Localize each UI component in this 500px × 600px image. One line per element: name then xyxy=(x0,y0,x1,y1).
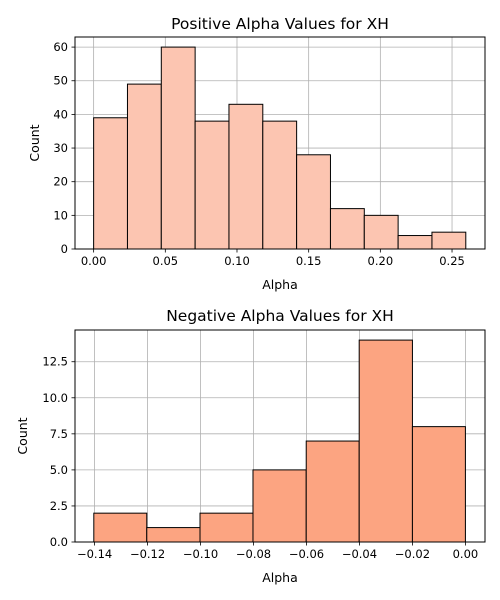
histogram-bar xyxy=(199,512,254,543)
x-tick-label: 0.00 xyxy=(81,254,107,268)
y-tick-label: 0.0 xyxy=(50,535,68,549)
y-tick-label: 2.5 xyxy=(50,499,68,513)
negative-alpha-histogram: Negative Alpha Values for XH −0.14 −0.12 −… xyxy=(15,307,486,585)
y-tick-label: 7.5 xyxy=(50,427,68,441)
y-tick-label: 5.0 xyxy=(50,463,68,477)
histogram-bar xyxy=(411,426,466,543)
plot-frame xyxy=(74,329,486,543)
x-tick-label: −0.06 xyxy=(289,547,324,561)
histogram-bar xyxy=(305,440,360,543)
y-tick-label: 0 xyxy=(61,242,68,256)
y-tick-label: 10 xyxy=(53,208,68,222)
x-tick-label: 0.10 xyxy=(224,254,250,268)
histogram-bar xyxy=(296,154,331,250)
y-tick-label: 60 xyxy=(53,40,68,54)
histogram-bar xyxy=(93,512,148,543)
x-axis-label: Alpha xyxy=(262,277,298,292)
y-tick-label: 30 xyxy=(53,141,68,155)
y-tick-label: 40 xyxy=(53,107,68,121)
x-tick-label: −0.14 xyxy=(77,547,112,561)
x-tick-label: −0.10 xyxy=(183,547,218,561)
histogram-bar xyxy=(431,231,467,250)
x-tick-label: −0.12 xyxy=(130,547,165,561)
x-tick-label: −0.02 xyxy=(395,547,430,561)
chart-title: Negative Alpha Values for XH xyxy=(166,307,394,325)
x-tick-label: −0.04 xyxy=(342,547,377,561)
histogram-bar xyxy=(358,339,413,543)
x-tick-label: 0.25 xyxy=(439,254,465,268)
histogram-bar xyxy=(194,120,230,250)
x-axis-label: Alpha xyxy=(262,570,298,585)
histogram-bar xyxy=(126,83,162,250)
y-tick-label: 10.0 xyxy=(42,391,68,405)
y-tick-label: 50 xyxy=(53,74,68,88)
y-axis-label: Count xyxy=(27,124,42,161)
histogram-bar xyxy=(329,208,365,250)
histogram-bar xyxy=(397,235,433,250)
y-tick-label: 20 xyxy=(53,175,68,189)
histogram-bar xyxy=(228,103,264,250)
positive-alpha-histogram: Positive Alpha Values for XH 0.00 0.05 0.1… xyxy=(27,15,486,292)
histogram-bar xyxy=(146,527,201,543)
chart-title: Positive Alpha Values for XH xyxy=(171,15,389,33)
histogram-bar xyxy=(262,120,298,250)
histogram-bar xyxy=(252,469,307,543)
x-tick-label: 0.00 xyxy=(453,547,479,561)
x-tick-label: −0.08 xyxy=(236,547,271,561)
x-tick-label: 0.15 xyxy=(296,254,322,268)
x-tick-label: 0.20 xyxy=(368,254,394,268)
histogram-bar xyxy=(160,46,196,250)
x-tick-label: 0.05 xyxy=(153,254,179,268)
histogram-bar xyxy=(363,214,399,250)
plot-frame xyxy=(74,36,486,250)
y-axis-label: Count xyxy=(15,417,30,454)
histogram-bar xyxy=(93,117,128,250)
y-tick-label: 12.5 xyxy=(42,355,68,369)
